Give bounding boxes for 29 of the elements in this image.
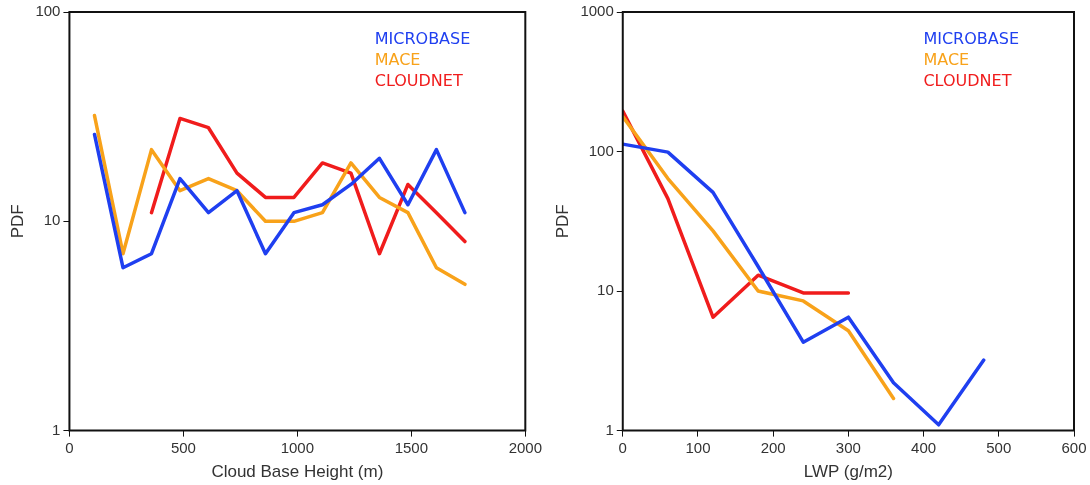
x-tick-label: 500 bbox=[986, 438, 1012, 456]
text: CLOUDNET bbox=[374, 71, 463, 91]
text: MICROBASE bbox=[374, 29, 471, 49]
x-tick-label: 500 bbox=[170, 438, 196, 456]
x-tick-label: 100 bbox=[685, 438, 711, 456]
x-tick-label: 0 bbox=[65, 438, 74, 456]
x-tick-label: 200 bbox=[760, 438, 786, 456]
y-axis-title: PDF bbox=[7, 204, 27, 239]
x-tick-label: 1000 bbox=[280, 438, 315, 456]
y-axis-title: PDF bbox=[552, 204, 572, 239]
x-axis-title: Cloud Base Height (m) bbox=[211, 462, 384, 482]
y-tick-label: 100 bbox=[35, 2, 61, 20]
y-tick-label: 10 bbox=[597, 281, 614, 299]
x-tick-label: 0 bbox=[618, 438, 627, 456]
x-tick-label: 2000 bbox=[508, 438, 542, 456]
y-tick-label: 100 bbox=[588, 141, 614, 159]
text: MACE bbox=[374, 50, 421, 70]
x-tick-label: 600 bbox=[1061, 438, 1087, 456]
y-tick-label: 10 bbox=[43, 211, 61, 229]
y-tick-label: 1 bbox=[52, 420, 61, 438]
x-tick-label: 1500 bbox=[394, 438, 429, 456]
y-tick-label: 1000 bbox=[580, 2, 614, 20]
x-axis-title: LWP (g/m2) bbox=[803, 462, 893, 482]
y-tick-label: 1 bbox=[605, 420, 614, 438]
x-tick-label: 300 bbox=[835, 438, 861, 456]
text: CLOUDNET bbox=[923, 71, 1012, 91]
text: MICROBASE bbox=[923, 29, 1019, 49]
text: MACE bbox=[923, 50, 970, 70]
x-tick-label: 400 bbox=[911, 438, 937, 456]
